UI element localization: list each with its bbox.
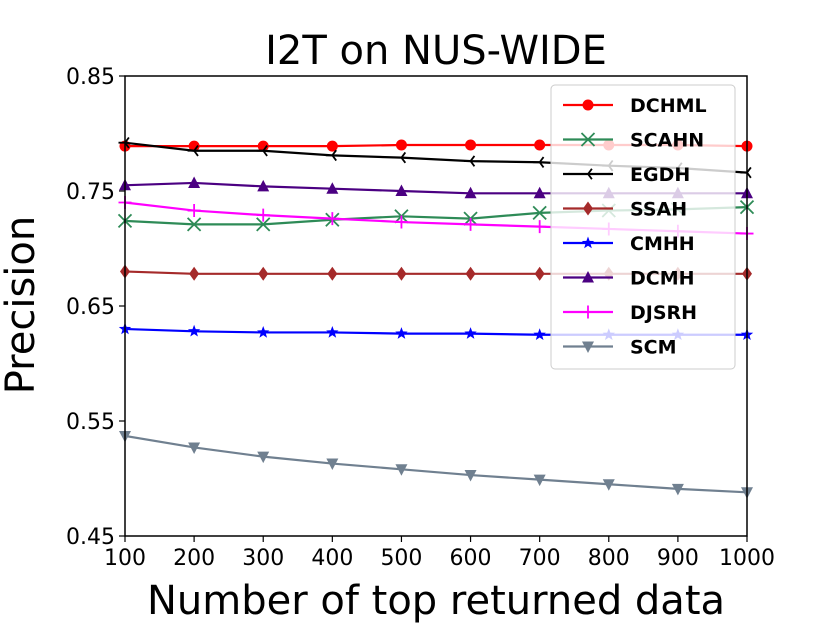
data-point (257, 325, 270, 338)
data-point (465, 139, 477, 151)
legend-marker (583, 201, 593, 216)
data-point (464, 327, 477, 339)
data-point (740, 166, 752, 179)
data-point (394, 215, 408, 229)
legend-marker (582, 341, 594, 353)
data-point (464, 186, 477, 199)
data-point (326, 140, 338, 152)
plot-frame (124, 75, 748, 537)
data-point (602, 479, 615, 491)
data-point (533, 474, 546, 487)
data-point (465, 266, 476, 281)
y-tick-label: 0.65 (66, 295, 115, 320)
data-point (257, 451, 270, 464)
legend-marker (581, 236, 595, 249)
data-point (464, 155, 476, 167)
data-point (188, 176, 201, 188)
data-point (188, 140, 200, 152)
data-point (327, 266, 338, 281)
data-point (394, 151, 407, 164)
data-point (186, 217, 202, 232)
data-point (395, 464, 408, 476)
x-tick-label: 900 (657, 546, 699, 571)
legend-item: SCAHN (563, 130, 704, 152)
legend-label: CMHH (630, 233, 695, 255)
legend-marker (581, 168, 593, 180)
series-line (124, 434, 748, 494)
chart-title: I2T on NUS-WIDE (265, 28, 607, 74)
data-point (256, 208, 270, 222)
data-point (464, 470, 477, 482)
data-point (326, 325, 339, 338)
data-point (325, 149, 337, 162)
data-point (464, 217, 478, 231)
data-point (187, 204, 201, 218)
data-point (326, 182, 339, 194)
data-point (325, 212, 339, 226)
data-point (257, 140, 269, 152)
data-point (189, 266, 200, 281)
data-point (257, 179, 270, 192)
x-tick-label: 800 (588, 546, 630, 571)
legend-item: DCHML (563, 95, 707, 117)
legend-marker (582, 99, 594, 111)
data-point (395, 327, 408, 339)
y-tick-label: 0.85 (66, 65, 115, 90)
legend-item: CMHH (563, 233, 695, 255)
legend-marker (582, 271, 594, 283)
data-point (326, 458, 339, 471)
x-tick-label: 600 (450, 546, 492, 571)
y-tick-label: 0.75 (66, 180, 115, 205)
data-point (533, 328, 546, 341)
x-tick-label: 200 (173, 546, 215, 571)
legend-box (550, 84, 736, 370)
legend-label: EGDH (630, 164, 690, 186)
data-point (533, 186, 546, 199)
y-tick-label: 0.55 (66, 410, 115, 435)
legend-label: DCHML (630, 95, 707, 117)
x-tick-label: 500 (380, 546, 422, 571)
data-point (187, 145, 199, 157)
data-point (396, 266, 407, 281)
data-point (187, 324, 201, 337)
legend-item: SCM (563, 337, 677, 359)
data-point (188, 442, 201, 454)
x-tick-label: 1000 (719, 546, 775, 571)
data-point (532, 205, 547, 220)
legend-item: DJSRH (563, 302, 697, 324)
legend-marker (580, 132, 596, 147)
legend-label: SCM (630, 337, 677, 359)
legend-label: DJSRH (630, 302, 697, 324)
x-tick-label: 300 (242, 546, 284, 571)
series-scm (119, 430, 753, 499)
data-point (533, 220, 547, 234)
legend: DCHML SCAHN EGDH SSAH CMHH DCMH DJSRH SCM (550, 84, 736, 370)
data-point (258, 266, 269, 281)
legend-marker (581, 305, 595, 319)
legend-item: EGDH (563, 164, 690, 186)
data-point (256, 217, 271, 232)
data-point (256, 145, 268, 157)
x-tick-label: 100 (104, 546, 146, 571)
x-tick-label: 700 (519, 546, 561, 571)
legend-item: DCMH (563, 268, 695, 290)
legend-label: SSAH (630, 199, 687, 221)
x-tick-label: 400 (311, 546, 353, 571)
data-point (671, 483, 684, 496)
x-axis-label: Number of top returned data (147, 578, 725, 623)
legend-label: SCAHN (630, 130, 704, 152)
legend-item: SSAH (563, 199, 687, 221)
y-axis-label: Precision (0, 216, 44, 394)
data-point (534, 139, 546, 151)
data-point (395, 139, 407, 151)
data-point (534, 266, 545, 281)
data-point (395, 184, 408, 196)
y-tick-label: 0.45 (66, 525, 115, 550)
data-point (533, 156, 545, 168)
legend-label: DCMH (630, 268, 695, 290)
